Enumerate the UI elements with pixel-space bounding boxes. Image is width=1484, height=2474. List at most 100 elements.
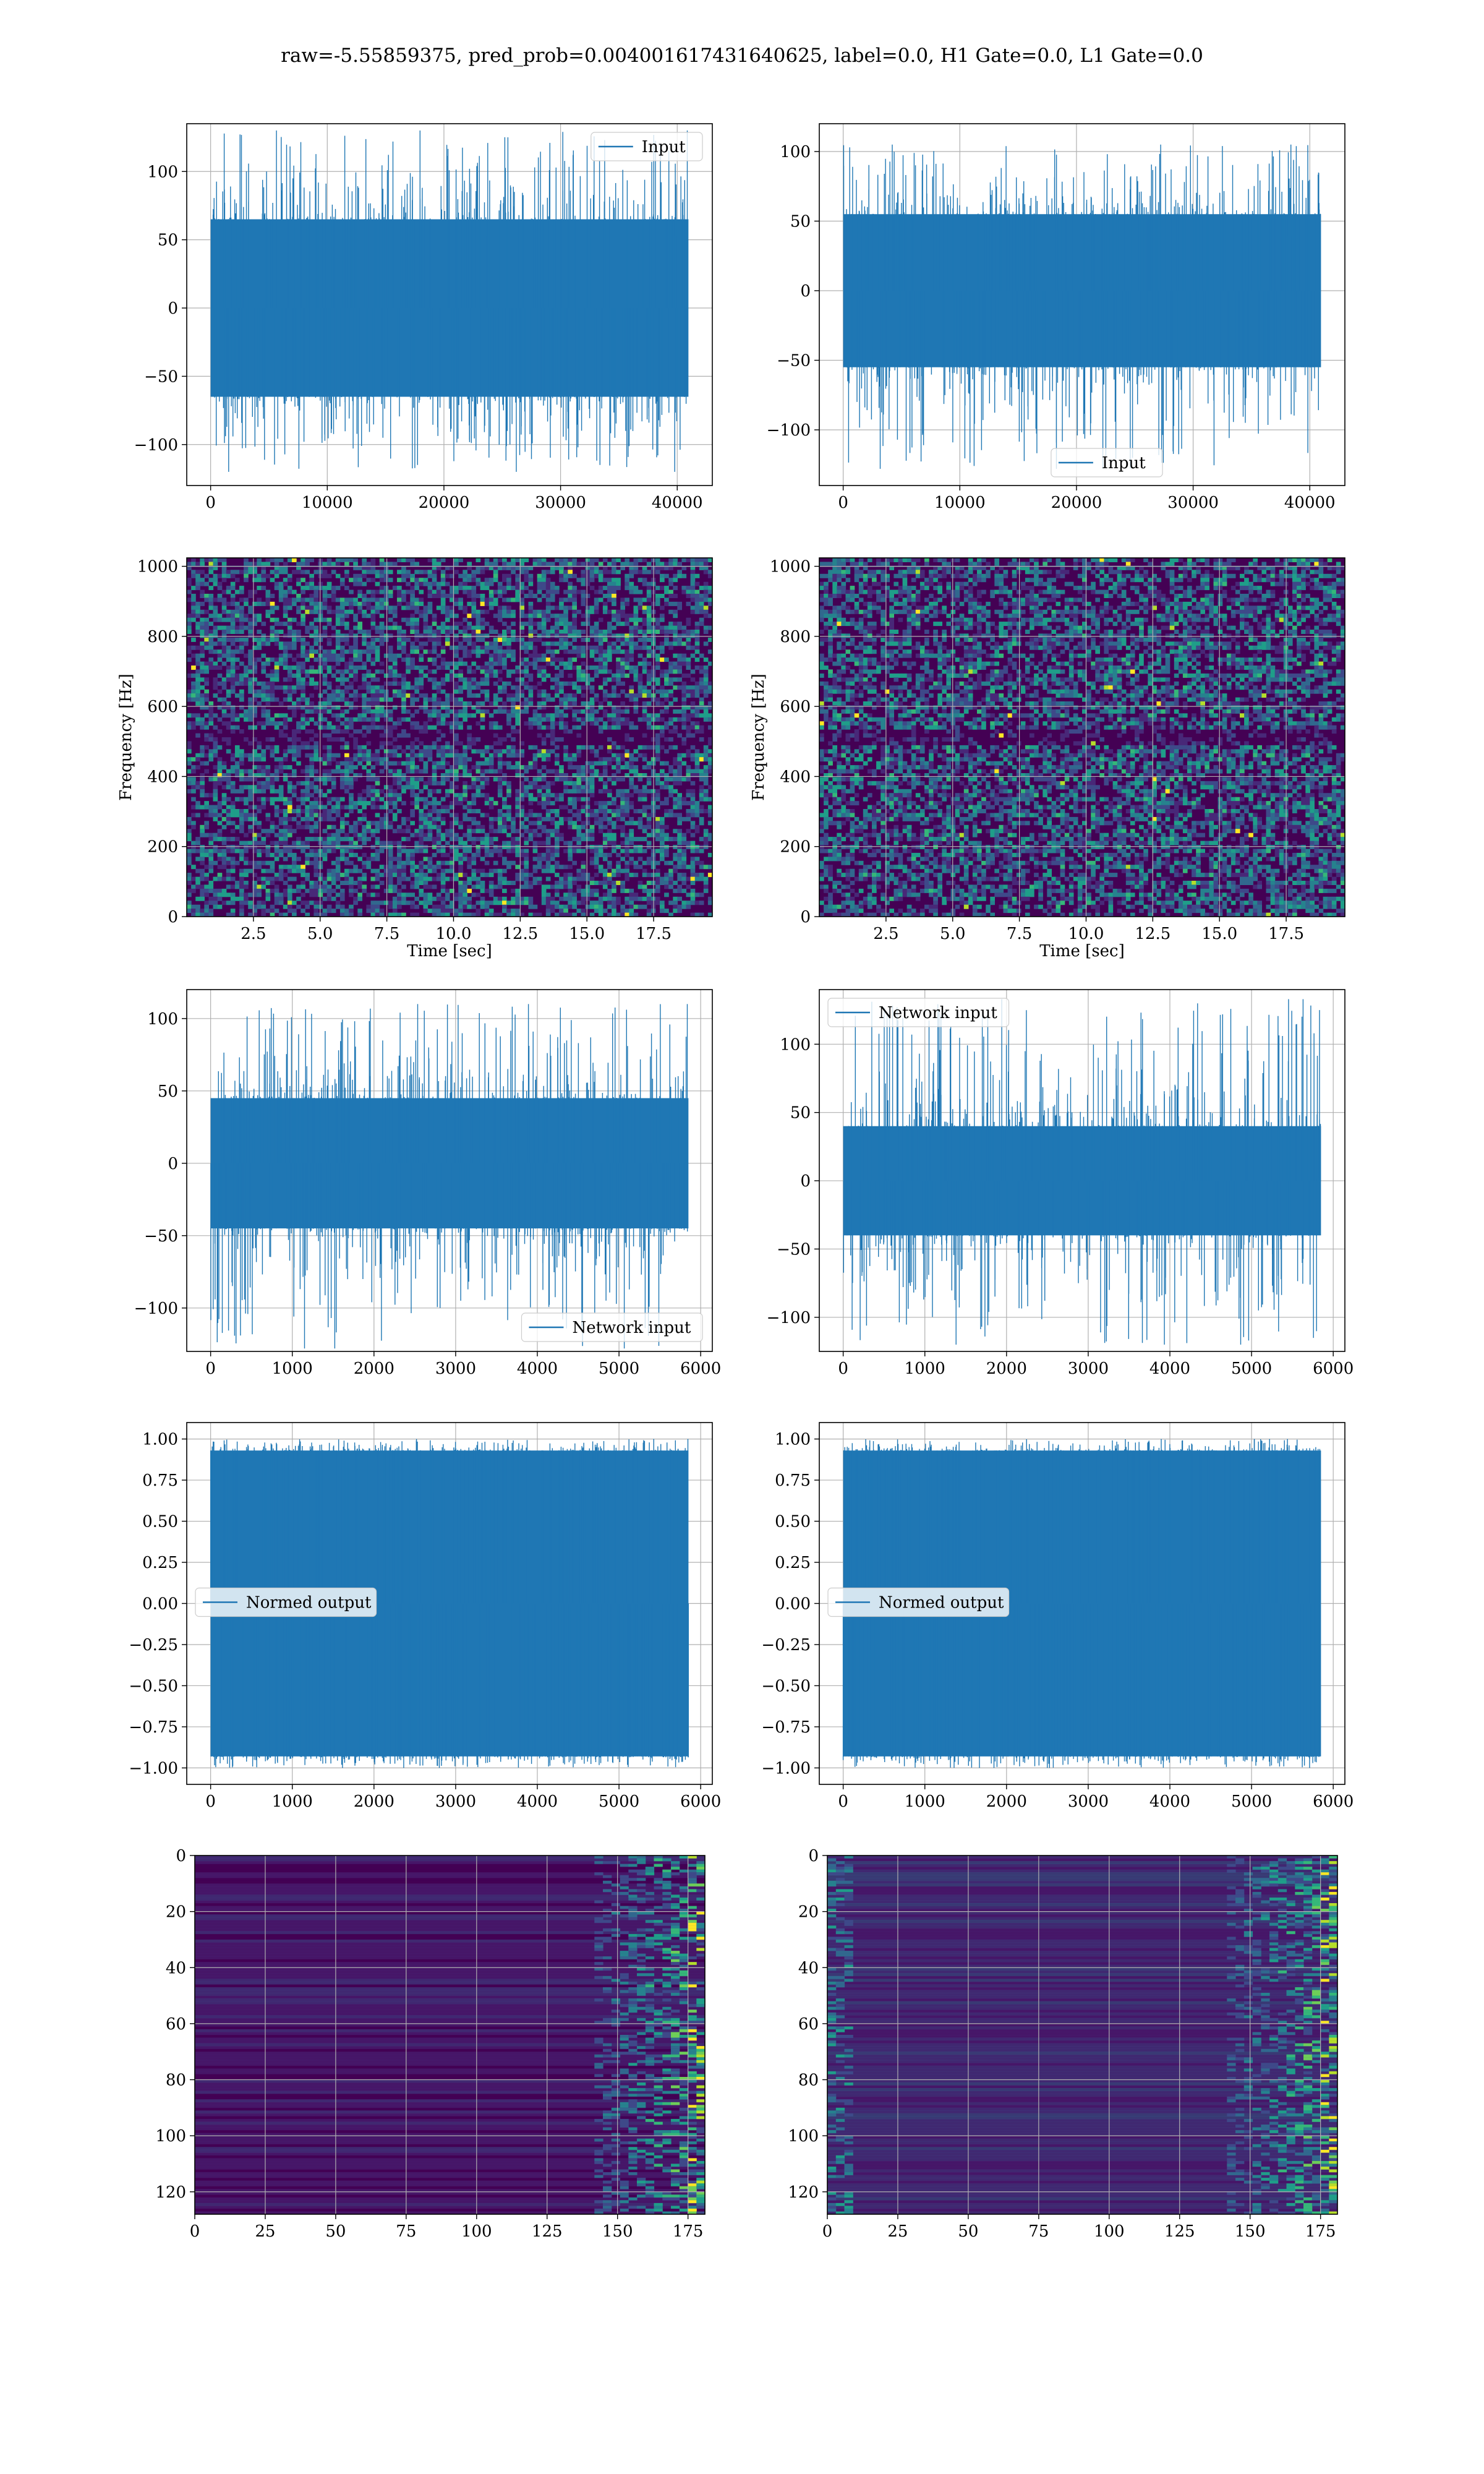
heatmap-cell <box>515 666 520 670</box>
heatmap-cell <box>467 745 472 750</box>
heatmap-cell <box>331 649 336 654</box>
heatmap-cell <box>375 697 380 702</box>
heatmap-cell <box>261 725 267 730</box>
heatmap-cell <box>463 609 467 614</box>
heatmap-cell <box>283 765 288 770</box>
heatmap-cell <box>598 637 603 642</box>
heatmap-cell <box>612 617 616 622</box>
heatmap-cell <box>673 625 678 630</box>
heatmap-cell <box>292 597 297 602</box>
heatmap-cell <box>488 562 494 567</box>
heatmap-cell <box>506 733 511 738</box>
heatmap-cell <box>555 761 560 766</box>
heatmap-cell <box>585 666 591 670</box>
heatmap-cell <box>629 697 634 702</box>
heatmap-cell <box>642 813 647 818</box>
heatmap-cell <box>694 609 700 614</box>
heatmap-cell <box>278 685 284 690</box>
heatmap-cell <box>353 558 358 562</box>
heatmap-cell <box>335 797 341 802</box>
heatmap-cell <box>301 578 305 583</box>
heatmap-cell <box>221 785 227 790</box>
heatmap-cell <box>454 753 459 758</box>
heatmap-cell <box>432 630 437 634</box>
heatmap-cell <box>625 717 629 722</box>
heatmap-cell <box>401 761 406 766</box>
heatmap-cell <box>305 681 310 686</box>
heatmap-cell <box>370 725 376 730</box>
heatmap-cell <box>506 721 511 726</box>
heatmap-cell <box>239 773 244 777</box>
heatmap-cell <box>213 606 218 610</box>
heatmap-cell <box>625 809 629 813</box>
heatmap-cell <box>440 661 446 666</box>
heatmap-cell <box>585 805 591 810</box>
heatmap-cell <box>296 630 301 634</box>
heatmap-cell <box>519 586 524 591</box>
heatmap-cell <box>638 685 643 690</box>
heatmap-cell <box>423 749 429 754</box>
heatmap-cell <box>401 821 406 826</box>
heatmap-cell <box>471 606 477 610</box>
heatmap-cell <box>568 841 573 845</box>
heatmap-cell <box>410 597 415 602</box>
heatmap-cell <box>305 562 310 567</box>
heatmap-cell <box>217 801 223 806</box>
heatmap-cell <box>388 809 393 813</box>
heatmap-cell <box>226 741 231 746</box>
heatmap-cell <box>357 653 362 658</box>
heatmap-cell <box>252 773 257 777</box>
heatmap-cell <box>287 630 292 634</box>
heatmap-cell <box>493 733 498 738</box>
heatmap-cell <box>301 745 305 750</box>
heatmap-cell <box>322 633 328 638</box>
heatmap-cell <box>475 789 481 794</box>
heatmap-cell <box>261 829 267 834</box>
heatmap-cell <box>703 562 709 567</box>
heatmap-cell <box>322 697 328 702</box>
heatmap-cell <box>200 594 205 598</box>
heatmap-cell <box>392 689 398 694</box>
heatmap-cell <box>370 617 376 622</box>
heatmap-cell <box>471 781 477 785</box>
heatmap-cell <box>555 753 560 758</box>
heatmap-cell <box>287 622 292 627</box>
heatmap-cell <box>362 614 367 618</box>
heatmap-cell <box>292 809 297 813</box>
heatmap-cell <box>191 614 196 618</box>
heatmap-cell <box>322 757 328 762</box>
heatmap-cell <box>458 797 463 802</box>
heatmap-cell <box>532 753 538 758</box>
heatmap-cell <box>475 570 481 575</box>
heatmap-cell <box>545 617 551 622</box>
heatmap-cell <box>261 753 267 758</box>
heatmap-cell <box>484 578 490 583</box>
heatmap-cell <box>335 614 341 618</box>
heatmap-cell <box>410 657 415 662</box>
heatmap-cell <box>497 705 503 710</box>
heatmap-cell <box>226 649 231 654</box>
heatmap-cell <box>616 614 621 618</box>
heatmap-cell <box>524 777 529 782</box>
heatmap-cell <box>545 581 551 586</box>
heatmap-cell <box>664 697 669 702</box>
heatmap-cell <box>383 821 389 826</box>
heatmap-cell <box>200 617 205 622</box>
heatmap-cell <box>646 777 652 782</box>
heatmap-cell <box>370 697 376 702</box>
heatmap-cell <box>625 749 629 754</box>
heatmap-cell <box>234 630 240 634</box>
heatmap-cell <box>602 565 608 570</box>
heatmap-cell <box>471 578 477 583</box>
heatmap-cell <box>555 709 560 714</box>
heatmap-cell <box>283 657 288 662</box>
heatmap-cell <box>318 816 323 821</box>
heatmap-cell <box>537 625 542 630</box>
heatmap-cell <box>655 653 660 658</box>
heatmap-cell <box>497 753 503 758</box>
heatmap-cell <box>226 737 231 742</box>
heatmap-cell <box>559 685 564 690</box>
heatmap-cell <box>629 666 634 670</box>
heatmap-cell <box>545 589 551 594</box>
heatmap-cell <box>230 666 236 670</box>
